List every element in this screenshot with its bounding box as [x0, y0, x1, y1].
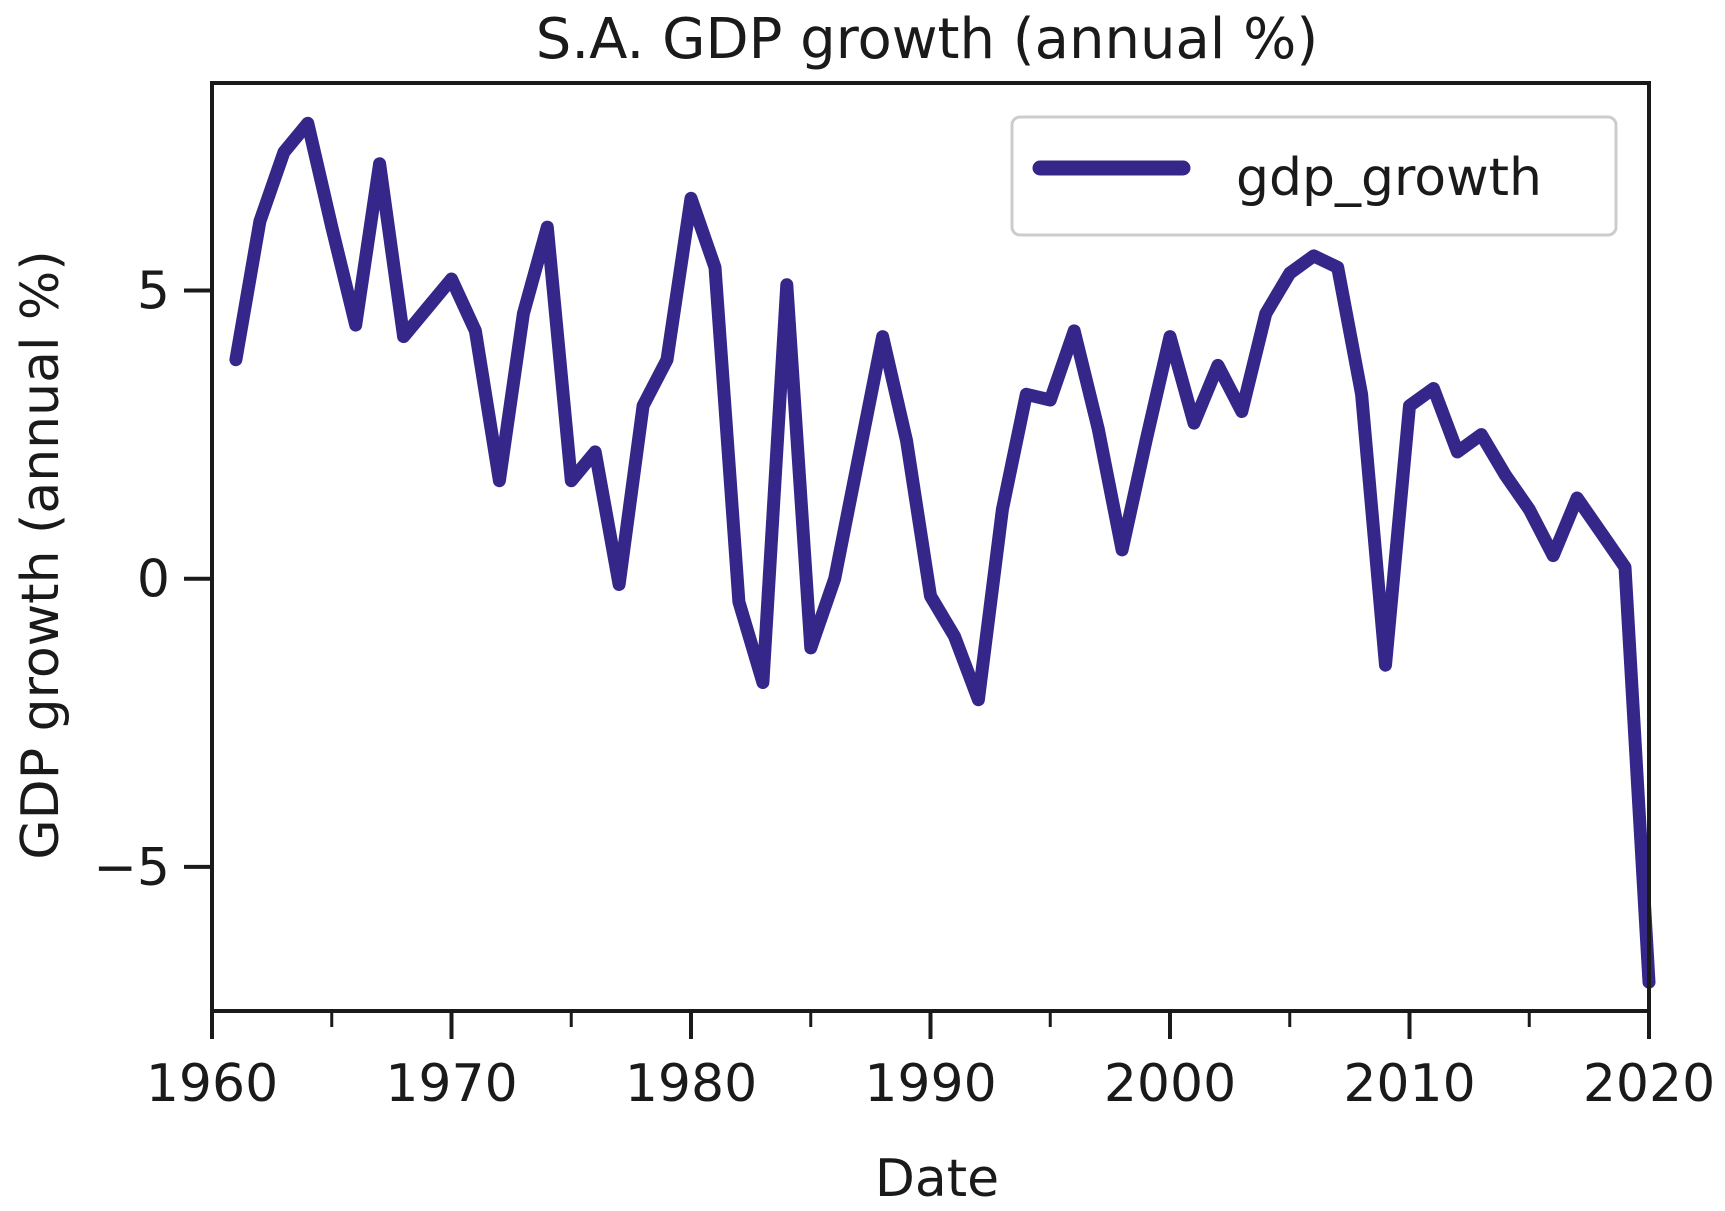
data-point [809, 646, 812, 649]
data-point [1121, 548, 1124, 551]
data-point [1001, 508, 1004, 511]
x-axis-label: Date [875, 1149, 999, 1207]
data-point [1624, 566, 1627, 569]
data-point [1240, 410, 1243, 413]
data-point [1097, 427, 1100, 430]
data-point [450, 277, 453, 280]
y-tick-label: 5 [137, 262, 170, 322]
data-point [1192, 422, 1195, 425]
chart-title: S.A. GDP growth (annual %) [536, 7, 1318, 72]
data-point [1384, 664, 1387, 667]
data-point [666, 358, 669, 361]
data-point [737, 600, 740, 603]
data-point [713, 266, 716, 269]
x-tick-label: 2020 [1583, 1054, 1715, 1114]
data-point [1336, 266, 1339, 269]
data-point [354, 324, 357, 327]
data-point [1073, 329, 1076, 332]
data-point [1216, 364, 1219, 367]
axis-ticks: 1960 1970 1980 1990 2000 2010 2020 5 0 −5 [93, 262, 1715, 1114]
data-point [953, 635, 956, 638]
data-point [474, 329, 477, 332]
data-point [1456, 450, 1459, 453]
legend: gdp_growth [1010, 115, 1618, 237]
y-axis-label: GDP growth (annual %) [11, 250, 71, 859]
y-axis-label-group: GDP growth (annual %) [11, 250, 71, 859]
x-tick-label: 2000 [1104, 1054, 1236, 1114]
data-point [618, 583, 621, 586]
data-point [1528, 508, 1531, 511]
data-point [1049, 399, 1052, 402]
data-point [905, 439, 908, 442]
data-point [1169, 335, 1171, 338]
data-point [378, 162, 381, 165]
data-point [1432, 387, 1435, 390]
data-point [1576, 497, 1579, 500]
data-point [1360, 393, 1363, 396]
series-line-gdp_growth [229, 116, 1656, 989]
data-point [522, 312, 525, 315]
legend-box [1010, 115, 1618, 237]
data-point [1025, 393, 1028, 396]
data-point [929, 594, 932, 597]
legend-label: gdp_growth [1236, 148, 1542, 208]
data-point [1288, 272, 1291, 275]
x-tick-label: 1990 [864, 1054, 996, 1114]
data-point [977, 698, 980, 701]
data-point [690, 197, 692, 200]
data-point [1264, 312, 1267, 315]
data-point [498, 479, 501, 482]
data-point [761, 681, 764, 684]
x-tick-label: 1970 [385, 1054, 517, 1114]
x-tick-label: 2010 [1343, 1054, 1475, 1114]
data-point [857, 456, 860, 459]
data-point [881, 335, 884, 338]
data-point [546, 226, 549, 229]
y-tick-label: −5 [93, 838, 170, 898]
data-point [570, 479, 573, 482]
data-point [282, 151, 285, 154]
data-point [234, 358, 237, 361]
data-point [594, 450, 597, 453]
x-tick-label: 1980 [625, 1054, 757, 1114]
data-point [1408, 404, 1411, 407]
y-tick-label: 0 [137, 550, 170, 610]
series-line-group [229, 116, 1656, 989]
data-point [833, 577, 836, 580]
data-point [1600, 531, 1603, 534]
data-point [258, 220, 261, 223]
data-point [426, 306, 429, 309]
data-point [1145, 439, 1148, 442]
data-point [1504, 473, 1507, 476]
data-point [1312, 254, 1315, 257]
data-point [330, 226, 333, 229]
x-tick-label: 1960 [146, 1054, 278, 1114]
data-point [1480, 433, 1483, 436]
data-point [785, 283, 788, 286]
data-point [642, 404, 645, 407]
plot-frame [210, 81, 1651, 1013]
data-point [1552, 554, 1555, 557]
data-point [402, 335, 405, 338]
data-point [306, 122, 309, 125]
